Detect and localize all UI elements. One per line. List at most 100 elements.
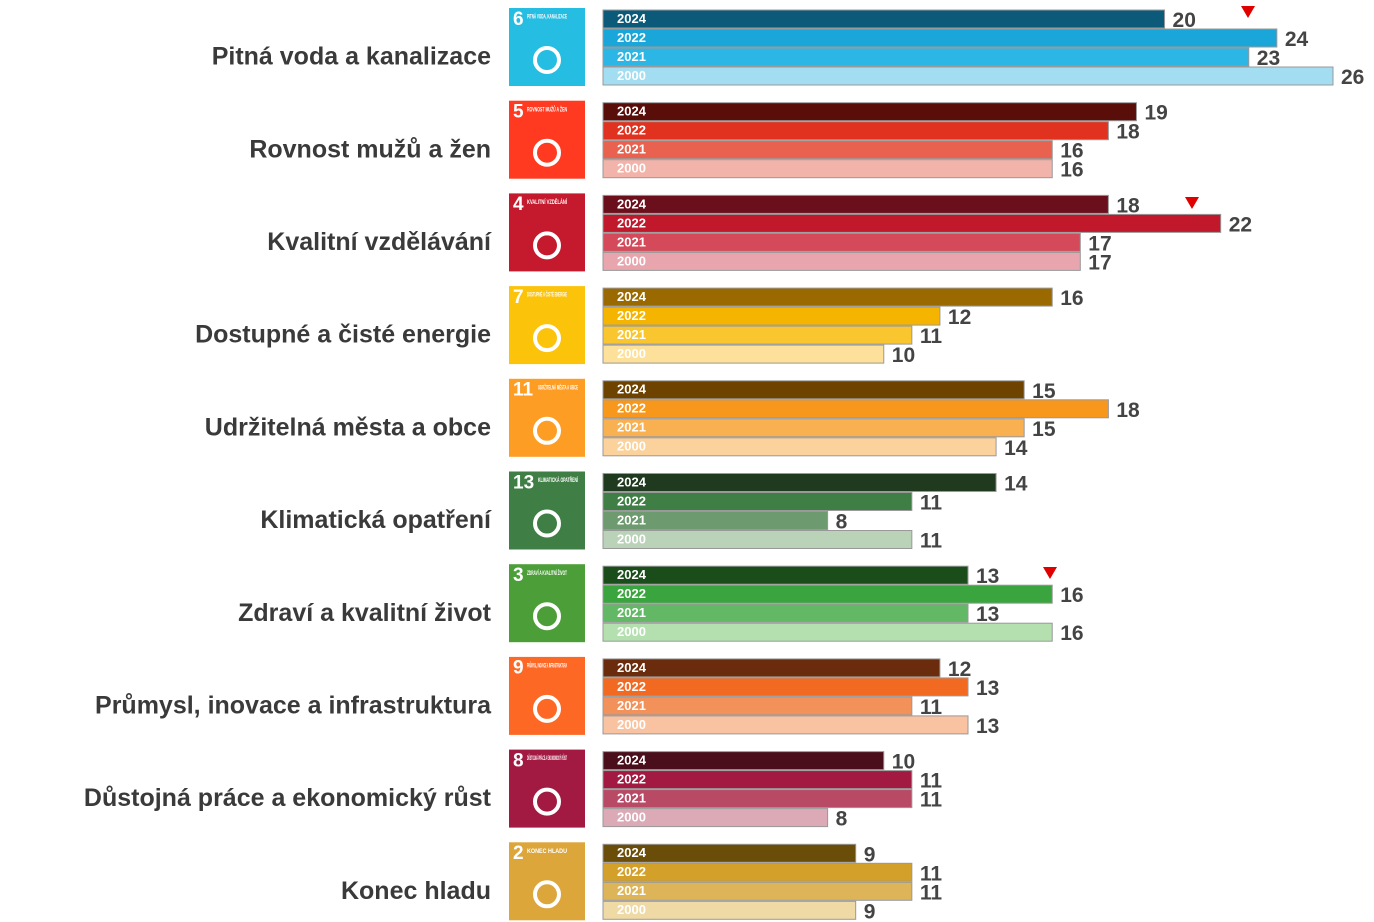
category-label: Zdraví a kvalitní život	[238, 599, 492, 627]
value-label: 11	[920, 789, 943, 812]
icon-number: 5	[513, 101, 524, 122]
series-label: 2024	[617, 474, 647, 489]
icon-number: 3	[513, 565, 524, 586]
value-label: 15	[1032, 380, 1056, 403]
bar	[602, 603, 969, 623]
category-label: Klimatická opatření	[260, 506, 492, 534]
icon-pictogram	[533, 694, 561, 723]
series-label: 2022	[617, 772, 646, 787]
bar	[602, 66, 1334, 86]
value-label: 18	[1116, 121, 1140, 144]
value-label: 17	[1088, 251, 1111, 274]
bar	[602, 232, 1081, 252]
bar	[602, 47, 1250, 67]
bar	[602, 325, 913, 345]
bar	[602, 194, 1109, 214]
series-label: 2000	[617, 810, 646, 825]
value-label: 11	[920, 325, 943, 348]
bar	[602, 213, 1222, 233]
icon-text: ZDRAVÍ A KVALITNÍ ŽIVOT	[527, 569, 567, 577]
series-label: 2000	[617, 253, 646, 268]
bar	[602, 473, 997, 492]
series-label: 2022	[617, 215, 646, 230]
bar	[602, 159, 1053, 179]
icon-text: PITNÁ VODA, KANALIZACE	[527, 14, 567, 21]
bar	[602, 251, 1081, 271]
icon-text: DOSTUPNÉ A ČISTÉ ENERGIE	[527, 291, 567, 299]
icon-number: 13	[513, 472, 534, 493]
value-label: 13	[976, 603, 999, 626]
series-label: 2024	[617, 753, 647, 768]
value-label: 15	[1032, 418, 1056, 441]
icon-pictogram	[533, 324, 561, 353]
icon-pictogram	[533, 231, 561, 260]
value-label: 20	[1173, 9, 1196, 32]
value-label: 11	[920, 492, 943, 515]
icon-number: 8	[513, 750, 524, 771]
series-label: 2021	[617, 883, 646, 898]
value-label: 10	[892, 344, 915, 367]
bar	[602, 28, 1278, 48]
bar	[602, 789, 913, 809]
category-label: Rovnost mužů a žen	[249, 135, 491, 163]
value-label: 13	[976, 677, 999, 700]
category-label: Pitná voda a kanalizace	[212, 43, 491, 71]
bar	[602, 696, 913, 716]
icon-number: 4	[513, 194, 524, 215]
icon-pictogram	[533, 138, 561, 167]
bar	[602, 862, 913, 882]
bar	[602, 399, 1109, 419]
bar	[602, 770, 913, 790]
value-label: 19	[1144, 102, 1167, 125]
bar	[602, 418, 1025, 438]
value-label: 24	[1285, 28, 1309, 51]
series-label: 2022	[617, 401, 646, 416]
series-label: 2000	[617, 68, 646, 83]
icon-number: 9	[513, 658, 524, 679]
icon-number: 6	[513, 9, 524, 30]
icon-pictogram	[533, 509, 561, 538]
value-label: 8	[836, 511, 848, 534]
icon-pictogram	[533, 602, 561, 631]
series-label: 2000	[617, 531, 646, 546]
bar	[602, 584, 1053, 604]
category-label: Konec hladu	[341, 877, 491, 905]
decline-marker	[1185, 197, 1199, 209]
icon-number: 11	[513, 380, 534, 401]
value-label: 11	[920, 881, 943, 904]
bar	[602, 437, 997, 457]
series-label: 2021	[617, 512, 646, 527]
series-label: 2022	[617, 679, 646, 694]
value-label: 14	[1004, 473, 1028, 496]
series-label: 2000	[617, 439, 646, 454]
series-label: 2024	[617, 845, 647, 860]
value-label: 12	[948, 658, 971, 681]
value-label: 14	[1004, 437, 1028, 460]
value-label: 16	[1060, 584, 1083, 607]
icon-number: 7	[513, 287, 524, 308]
bar	[602, 658, 941, 678]
decline-marker	[1043, 567, 1057, 579]
value-label: 9	[864, 900, 876, 922]
bar	[602, 808, 829, 828]
series-label: 2024	[617, 382, 647, 397]
bar	[602, 344, 885, 364]
value-label: 13	[976, 565, 999, 588]
decline-marker	[1241, 6, 1255, 18]
value-label: 16	[1060, 140, 1083, 163]
icon-text: UDRŽITELNÁ MĚSTA A OBCE	[538, 383, 578, 391]
bar	[602, 102, 1137, 122]
icon-text: KVALITNÍ VZDĚLÁNÍ	[527, 198, 567, 206]
bar	[602, 715, 969, 735]
bar	[602, 287, 1053, 307]
icon-text: KLIMATICKÁ OPATŘENÍ	[538, 476, 578, 484]
icon-text: ROVNOST MUŽŮ A ŽEN	[527, 105, 567, 113]
icon-pictogram	[533, 787, 561, 816]
value-label: 11	[920, 862, 943, 885]
series-label: 2021	[617, 142, 646, 157]
category-label: Kvalitní vzdělávání	[267, 228, 492, 256]
category-label: Udržitelná města a obce	[205, 413, 491, 441]
series-label: 2000	[617, 161, 646, 176]
series-label: 2000	[617, 902, 646, 917]
